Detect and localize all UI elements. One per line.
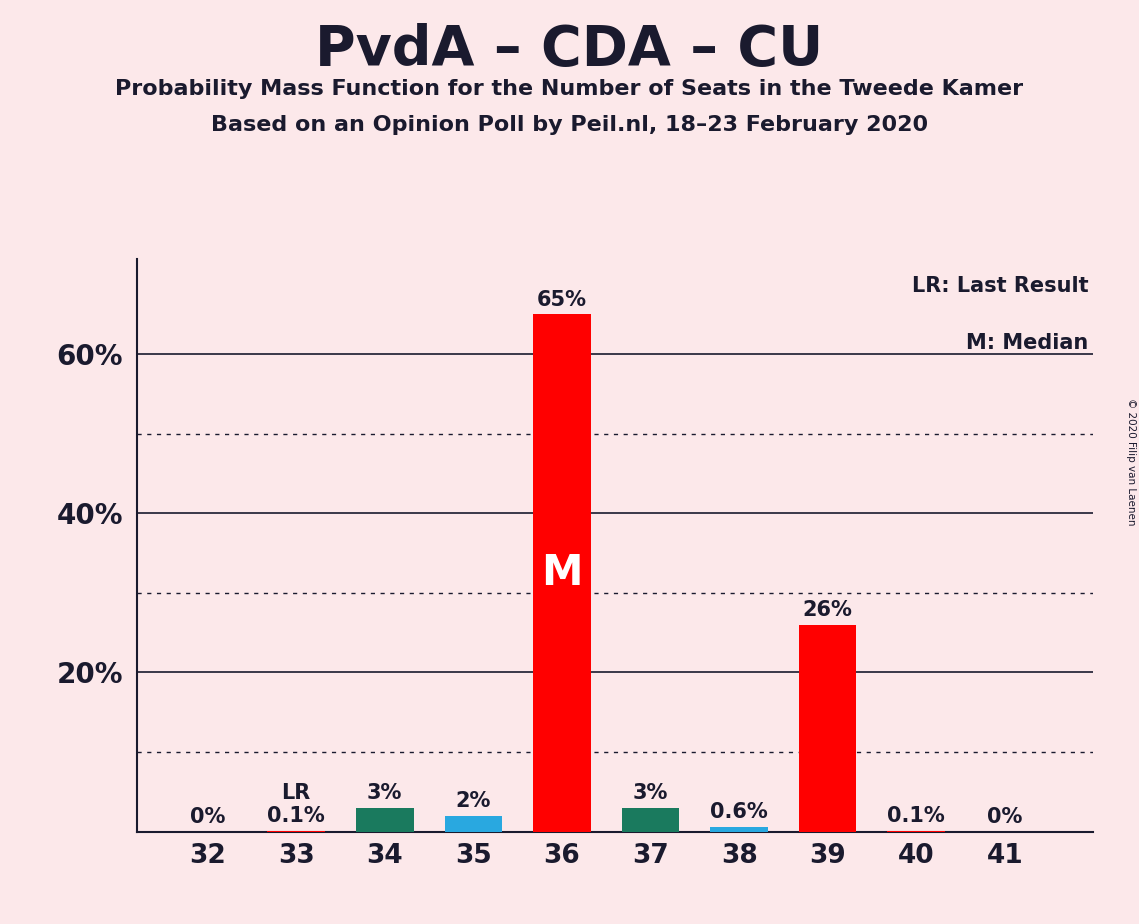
Text: M: M — [541, 552, 583, 594]
Text: 3%: 3% — [367, 783, 402, 803]
Text: Based on an Opinion Poll by Peil.nl, 18–23 February 2020: Based on an Opinion Poll by Peil.nl, 18–… — [211, 115, 928, 135]
Text: 0.1%: 0.1% — [268, 806, 325, 826]
Text: Probability Mass Function for the Number of Seats in the Tweede Kamer: Probability Mass Function for the Number… — [115, 79, 1024, 99]
Text: 0%: 0% — [988, 807, 1023, 827]
Bar — [533, 314, 591, 832]
Text: PvdA – CDA – CU: PvdA – CDA – CU — [316, 23, 823, 77]
Bar — [798, 625, 857, 832]
Bar — [444, 816, 502, 832]
Text: M: Median: M: Median — [966, 334, 1089, 353]
Text: LR: LR — [281, 783, 311, 803]
Text: 0%: 0% — [190, 807, 226, 827]
Bar — [622, 808, 679, 832]
Text: 26%: 26% — [803, 600, 853, 620]
Text: 0.1%: 0.1% — [887, 806, 945, 826]
Text: 0.6%: 0.6% — [711, 802, 768, 822]
Bar — [711, 827, 768, 832]
Bar — [355, 808, 413, 832]
Text: 2%: 2% — [456, 791, 491, 811]
Text: © 2020 Filip van Laenen: © 2020 Filip van Laenen — [1125, 398, 1136, 526]
Text: 65%: 65% — [536, 289, 587, 310]
Text: 3%: 3% — [633, 783, 669, 803]
Text: LR: Last Result: LR: Last Result — [912, 276, 1089, 296]
